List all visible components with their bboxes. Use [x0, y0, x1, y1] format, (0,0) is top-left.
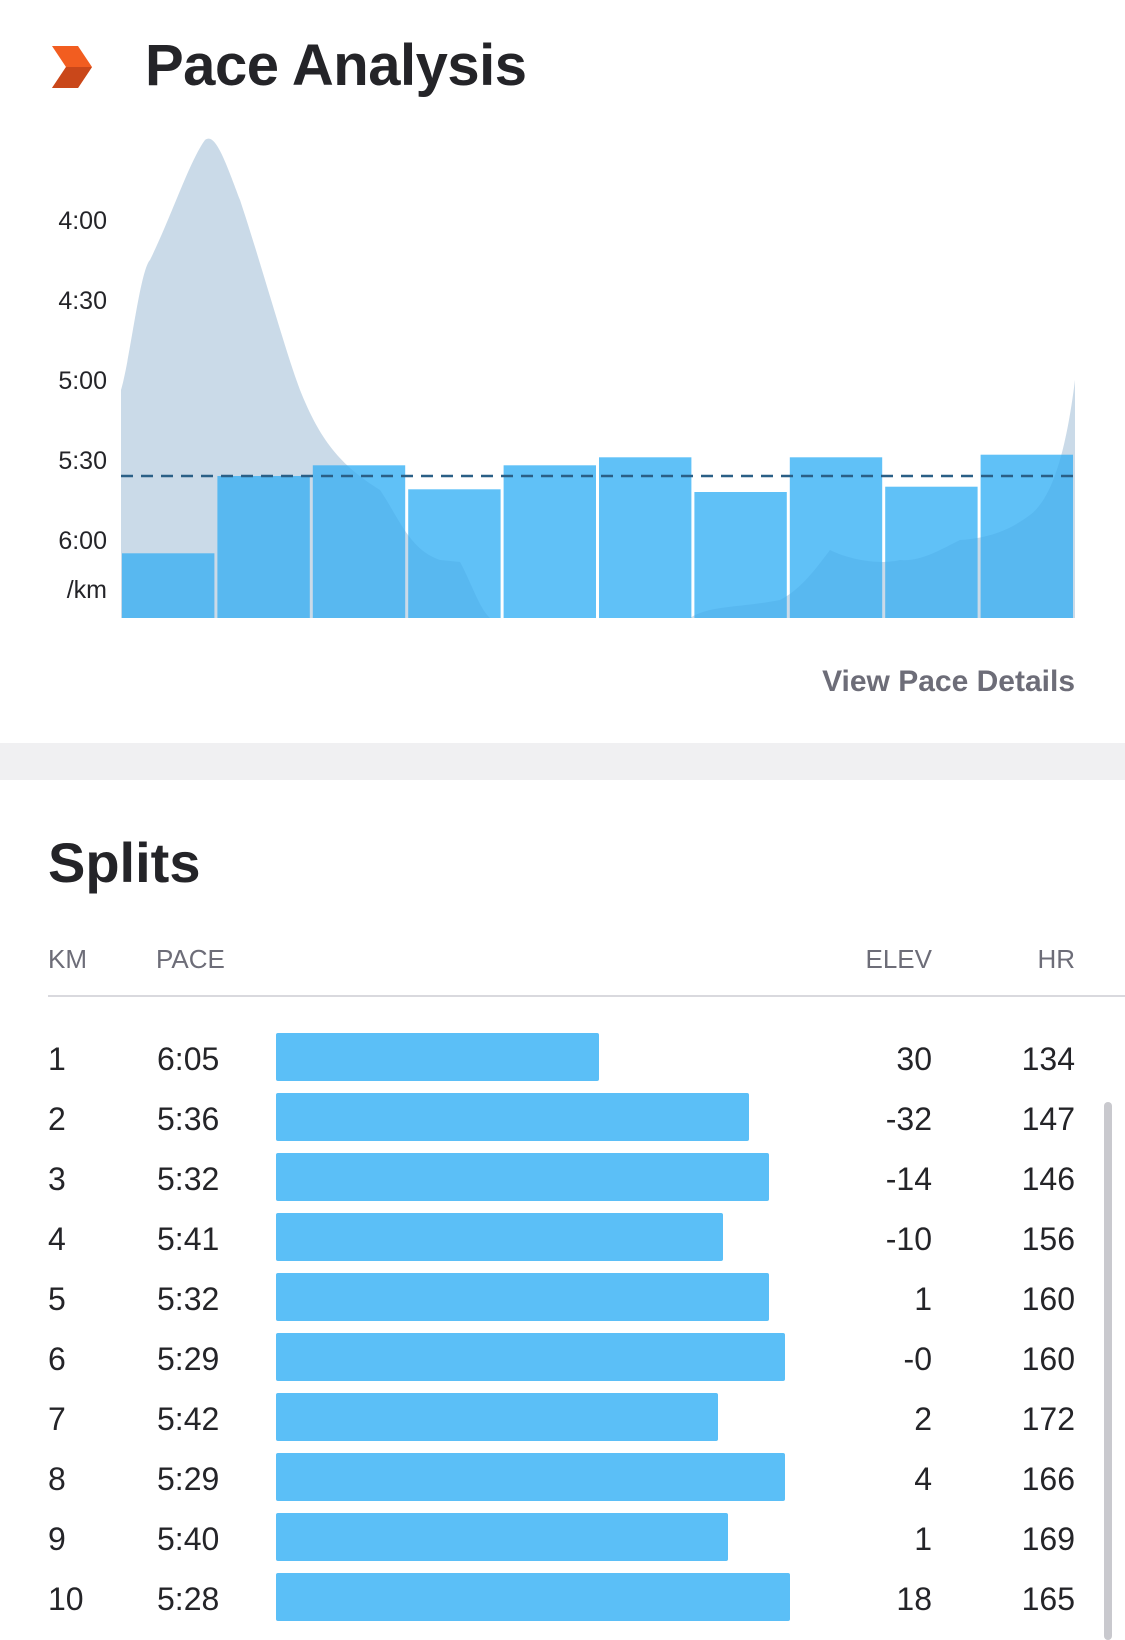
split-pace: 5:41 [157, 1221, 220, 1257]
table-row[interactable]: 8 5:29 4 166 [0, 1453, 1125, 1513]
y-tick-label: 5:30 [58, 447, 107, 475]
split-km: 6 [48, 1341, 66, 1377]
split-elev: 18 [896, 1581, 932, 1617]
split-elev: 1 [914, 1281, 932, 1317]
pace-bar-km-3 [312, 465, 406, 618]
split-hr: 172 [1021, 1401, 1075, 1437]
split-pace-bar [276, 1093, 749, 1141]
table-row[interactable]: 9 5:40 1 169 [0, 1513, 1125, 1573]
chevron-right-icon [52, 46, 92, 88]
split-km: 2 [48, 1101, 66, 1137]
scrollbar[interactable] [1104, 1102, 1112, 1640]
split-pace-bar [276, 1153, 769, 1201]
pace-bar-km-5 [503, 465, 596, 618]
split-hr: 146 [1021, 1161, 1075, 1197]
y-axis-unit: /km [67, 576, 107, 604]
pace-bar-km-9 [885, 486, 978, 618]
table-row[interactable]: 6 5:29 -0 160 [0, 1333, 1125, 1393]
split-hr: 156 [1021, 1221, 1075, 1257]
page-title: Pace Analysis [145, 33, 527, 98]
split-km: 9 [48, 1521, 66, 1557]
split-pace: 6:05 [157, 1041, 220, 1077]
split-pace: 5:40 [157, 1521, 220, 1557]
table-row[interactable]: 5 5:32 1 160 [0, 1273, 1125, 1333]
split-pace-bar [276, 1273, 769, 1321]
pace-chart: 4:00 4:30 5:00 5:30 6:00/km [58, 138, 1075, 618]
split-elev: -32 [885, 1101, 932, 1137]
split-km: 3 [48, 1161, 66, 1197]
pace-bar-km-2 [217, 476, 310, 618]
table-row[interactable]: 1 6:05 30 134 [0, 1033, 1125, 1093]
split-elev: 30 [896, 1041, 932, 1077]
table-row[interactable]: 7 5:42 2 172 [0, 1393, 1125, 1453]
split-km: 4 [48, 1221, 66, 1257]
split-hr: 160 [1021, 1281, 1075, 1317]
split-km: 8 [48, 1461, 66, 1497]
y-tick-label: 4:00 [58, 207, 107, 235]
header-divider [48, 995, 1125, 997]
split-pace: 5:28 [157, 1581, 220, 1617]
pace-bar-km-1 [122, 553, 215, 618]
split-pace-bar [276, 1453, 785, 1501]
pace-bar-km-4 [408, 489, 501, 618]
split-hr: 165 [1021, 1581, 1075, 1617]
pace-bar-km-10 [980, 454, 1073, 618]
section-divider [0, 743, 1125, 780]
elevation-profile-overlay [121, 138, 1075, 618]
split-pace: 5:32 [157, 1281, 220, 1317]
column-header-elev: ELEV [865, 944, 933, 974]
split-elev: 4 [914, 1461, 932, 1497]
split-km: 1 [48, 1041, 66, 1077]
split-hr: 166 [1021, 1461, 1075, 1497]
splits-title: Splits [48, 831, 201, 894]
column-header-hr: HR [1037, 944, 1075, 974]
pace-bar-km-6 [599, 457, 692, 618]
y-tick-label: 5:00 [58, 367, 107, 395]
split-pace: 5:29 [157, 1341, 220, 1377]
split-hr: 169 [1021, 1521, 1075, 1557]
table-row[interactable]: 2 5:36 -32 147 [0, 1093, 1125, 1153]
y-tick-label: 6:00 [58, 527, 107, 555]
table-row[interactable]: 4 5:41 -10 156 [0, 1213, 1125, 1273]
split-elev: -10 [885, 1221, 932, 1257]
split-hr: 147 [1021, 1101, 1075, 1137]
split-pace-bar [276, 1033, 599, 1081]
y-tick-label: 4:30 [58, 287, 107, 315]
pace-bar-km-8 [789, 457, 883, 618]
view-pace-details-link[interactable]: View Pace Details [822, 665, 1075, 698]
split-km: 7 [48, 1401, 66, 1437]
split-elev: 1 [914, 1521, 932, 1557]
table-row[interactable]: 10 5:28 18 165 [0, 1573, 1125, 1633]
split-pace-bar [276, 1333, 785, 1381]
pace-bar-km-7 [694, 492, 787, 618]
split-km: 5 [48, 1281, 66, 1317]
split-pace-bar [276, 1573, 790, 1621]
split-pace: 5:42 [157, 1401, 220, 1437]
split-elev: -14 [885, 1161, 932, 1197]
split-elev: 2 [914, 1401, 932, 1437]
split-pace: 5:29 [157, 1461, 220, 1497]
split-hr: 134 [1021, 1041, 1075, 1077]
split-pace: 5:32 [157, 1161, 220, 1197]
split-pace-bar [276, 1393, 718, 1441]
split-pace-bar [276, 1513, 728, 1561]
split-km: 10 [48, 1581, 84, 1617]
column-header-pace: PACE [156, 944, 225, 974]
split-elev: -0 [903, 1341, 932, 1377]
column-header-km: KM [48, 944, 87, 974]
split-pace-bar [276, 1213, 723, 1261]
table-row[interactable]: 3 5:32 -14 146 [0, 1153, 1125, 1213]
split-pace: 5:36 [157, 1101, 220, 1137]
split-hr: 160 [1021, 1341, 1075, 1377]
